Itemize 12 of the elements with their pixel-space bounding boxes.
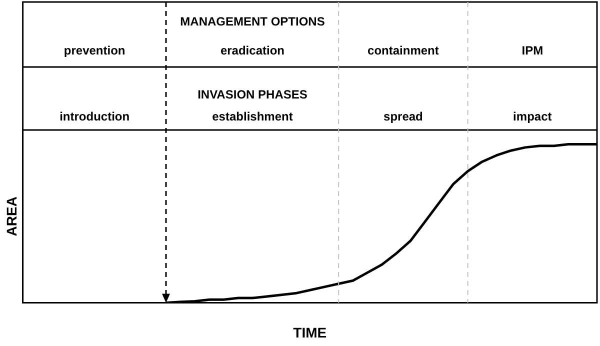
text: impact [513, 109, 552, 124]
text: MANAGEMENT OPTIONS [180, 14, 325, 28]
text: containment [368, 43, 439, 58]
text: INVASION PHASES [198, 87, 308, 102]
text: eradication [220, 43, 284, 58]
text: prevention [64, 43, 126, 58]
y-axis-title: AREA [3, 196, 20, 236]
text: establishment [212, 109, 293, 124]
text: IPM [522, 43, 544, 58]
text: introduction [60, 109, 130, 124]
text: spread [384, 109, 423, 124]
x-axis-title: TIME [293, 324, 327, 340]
